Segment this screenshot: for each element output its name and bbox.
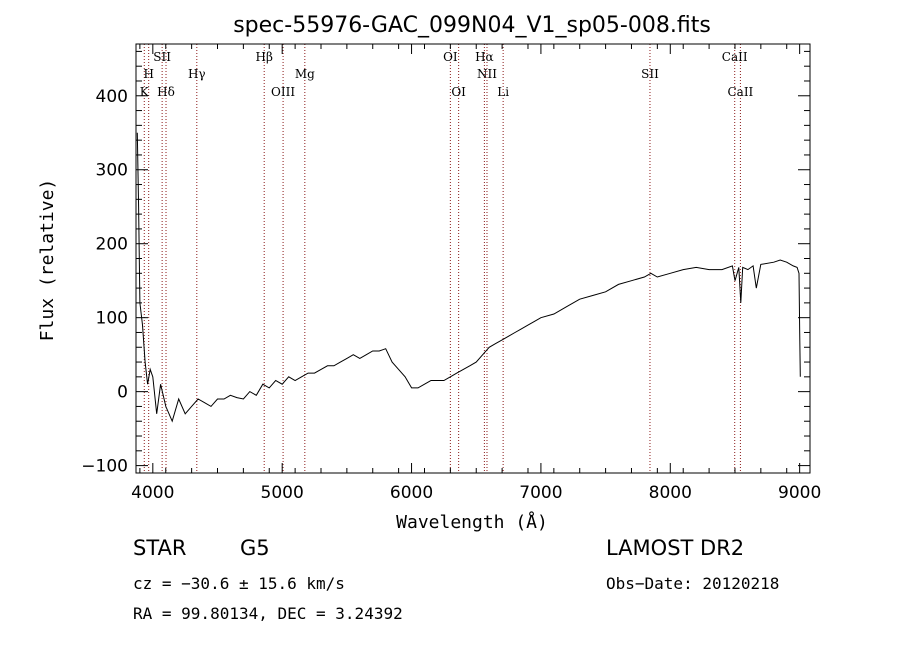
line-label-10: Hα	[475, 50, 494, 64]
y-tick-label-0: −100	[81, 457, 128, 477]
line-label-8: OI	[443, 50, 458, 64]
x-tick-label-5: 9000	[778, 483, 821, 503]
spectrum-chart: spec-55976-GAC_099N04_V1_sp05-008.fits K…	[37, 13, 821, 533]
line-label-5: Hβ	[255, 50, 272, 64]
line-label-1: H	[143, 67, 153, 81]
x-tick-label-1: 5000	[261, 483, 304, 503]
x-tick-label-2: 6000	[390, 483, 433, 503]
x-tick-label-0: 4000	[131, 483, 174, 503]
line-label-6: OIII	[271, 85, 295, 99]
line-label-7: Mg	[295, 67, 315, 81]
y-axis-ticks: −100 0 100 200 300 400	[81, 50, 810, 477]
x-tick-label-4: 8000	[649, 483, 692, 503]
spectrum-line	[136, 132, 801, 423]
line-label-0: K	[140, 85, 150, 99]
survey-name: LAMOST DR2	[606, 536, 745, 560]
line-label-2: SII	[153, 50, 171, 64]
x-tick-label-3: 7000	[519, 483, 562, 503]
line-label-15: CaII	[727, 85, 753, 99]
observation-date: Obs−Date: 20120218	[606, 574, 780, 593]
line-label-13: SII	[641, 67, 659, 81]
spectral-line-markers	[143, 44, 741, 473]
object-subclass: G5	[240, 536, 270, 560]
line-label-3: Hδ	[157, 85, 175, 99]
plot-frame	[135, 43, 811, 474]
y-tick-label-1: 0	[117, 383, 128, 403]
line-label-12: Li	[497, 85, 509, 99]
x-axis-ticks: 4000 5000 6000 7000 8000 9000	[131, 44, 821, 503]
line-label-4: Hγ	[188, 67, 206, 81]
x-axis-label: Wavelength (Å)	[396, 511, 548, 533]
y-tick-label-5: 400	[96, 87, 128, 107]
y-tick-label-3: 200	[96, 235, 128, 255]
line-label-14: CaII	[722, 50, 748, 64]
y-tick-label-4: 300	[96, 161, 128, 181]
line-label-11: NII	[477, 67, 497, 81]
y-tick-label-2: 100	[96, 309, 128, 329]
object-class: STAR	[133, 536, 187, 560]
line-label-9: OI	[451, 85, 466, 99]
redshift-cz: cz = −30.6 ± 15.6 km/s	[133, 574, 345, 593]
ra-dec-coordinates: RA = 99.80134, DEC = 3.24392	[133, 604, 403, 623]
chart-title: spec-55976-GAC_099N04_V1_sp05-008.fits	[233, 13, 711, 38]
y-axis-label: Flux (relative)	[37, 179, 58, 342]
